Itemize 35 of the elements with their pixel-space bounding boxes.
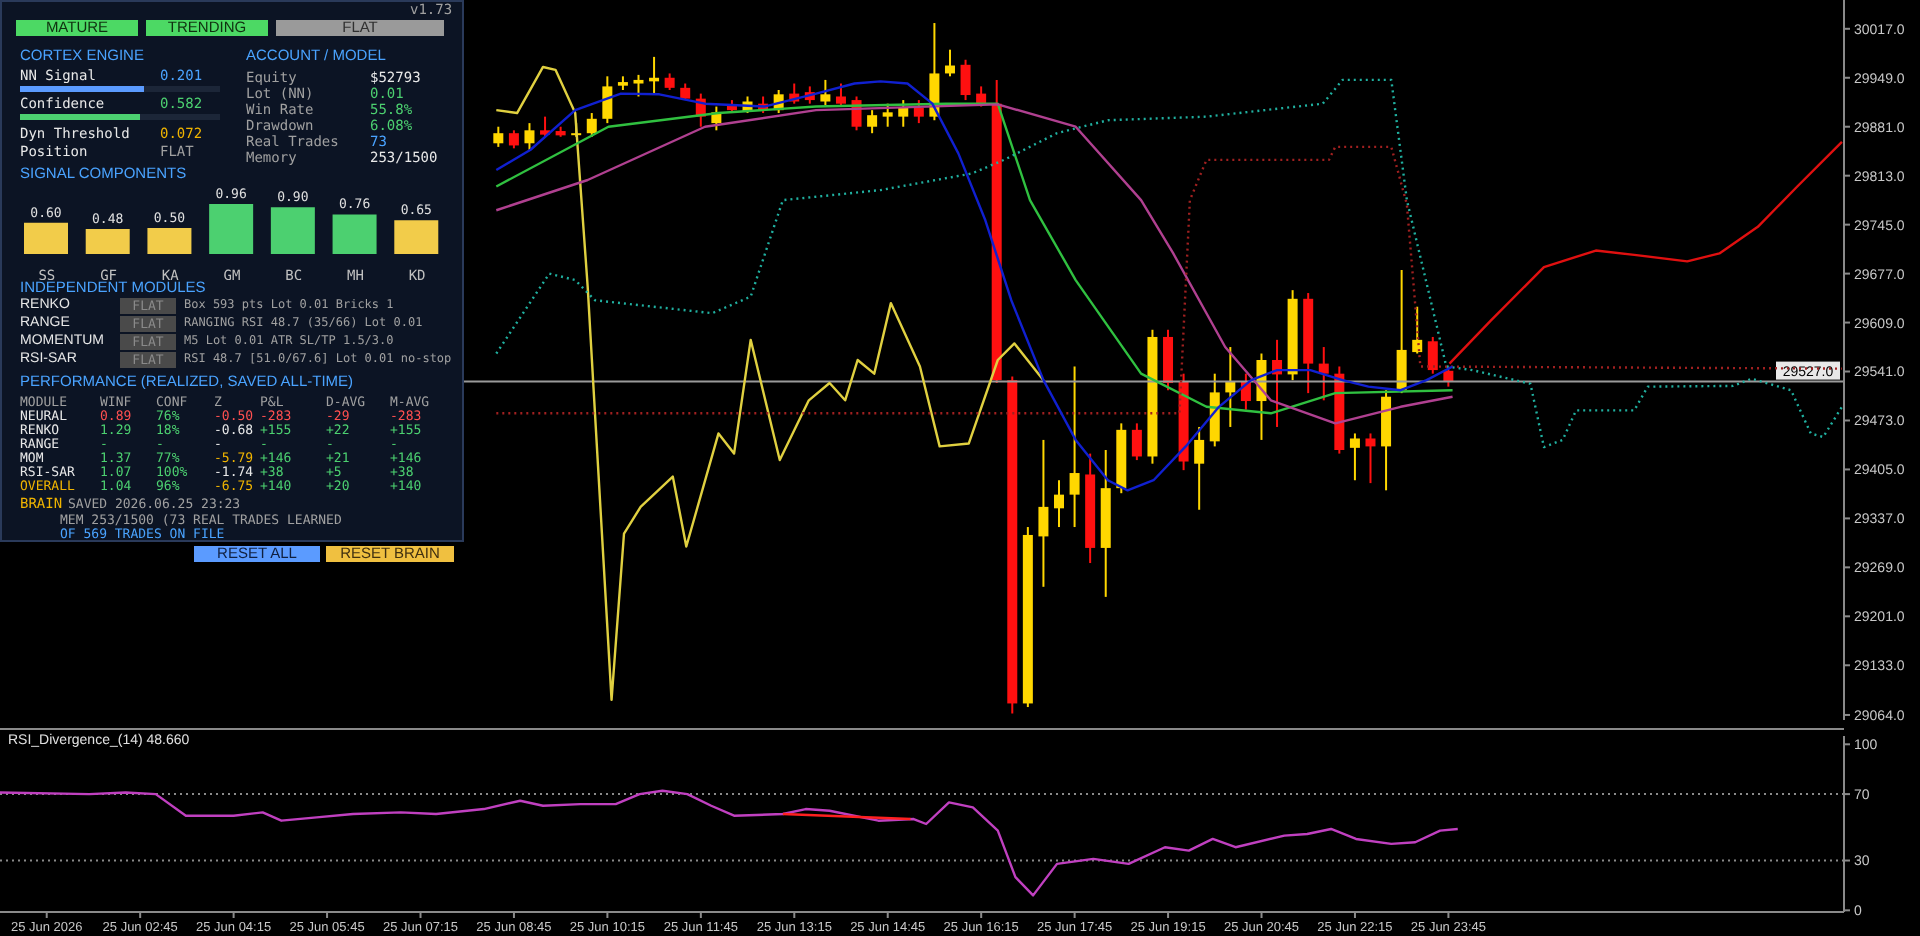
candlestick	[1396, 269, 1407, 395]
candlestick	[960, 58, 971, 102]
candlestick	[820, 78, 831, 107]
line-series	[1448, 140, 1844, 365]
candlestick	[1163, 328, 1174, 392]
candlestick	[1038, 438, 1049, 588]
bar	[147, 228, 192, 254]
candlestick	[867, 109, 878, 135]
candlestick	[1365, 432, 1376, 485]
line-series	[0, 789, 1459, 897]
bar	[270, 207, 315, 254]
line-series	[495, 145, 1844, 415]
candlestick	[835, 82, 846, 108]
candlestick	[524, 122, 535, 151]
candlestick	[493, 125, 504, 148]
candlestick	[1427, 335, 1438, 375]
candlestick	[1131, 422, 1142, 462]
candlestick	[1054, 479, 1064, 529]
candlestick	[882, 102, 893, 128]
candlestick	[913, 99, 924, 125]
candlestick	[633, 73, 644, 98]
line-series	[495, 65, 1045, 702]
candlestick	[1069, 365, 1080, 529]
candlestick	[602, 75, 613, 125]
candlestick	[1194, 425, 1205, 511]
bar	[332, 214, 377, 254]
bar	[85, 229, 130, 254]
bar	[209, 204, 254, 254]
candlestick	[586, 112, 597, 138]
bar	[394, 220, 439, 254]
candlestick	[1318, 346, 1329, 402]
candlestick	[1349, 432, 1360, 482]
line-series	[495, 78, 1844, 449]
bar	[24, 222, 68, 254]
candlestick	[1412, 305, 1423, 355]
